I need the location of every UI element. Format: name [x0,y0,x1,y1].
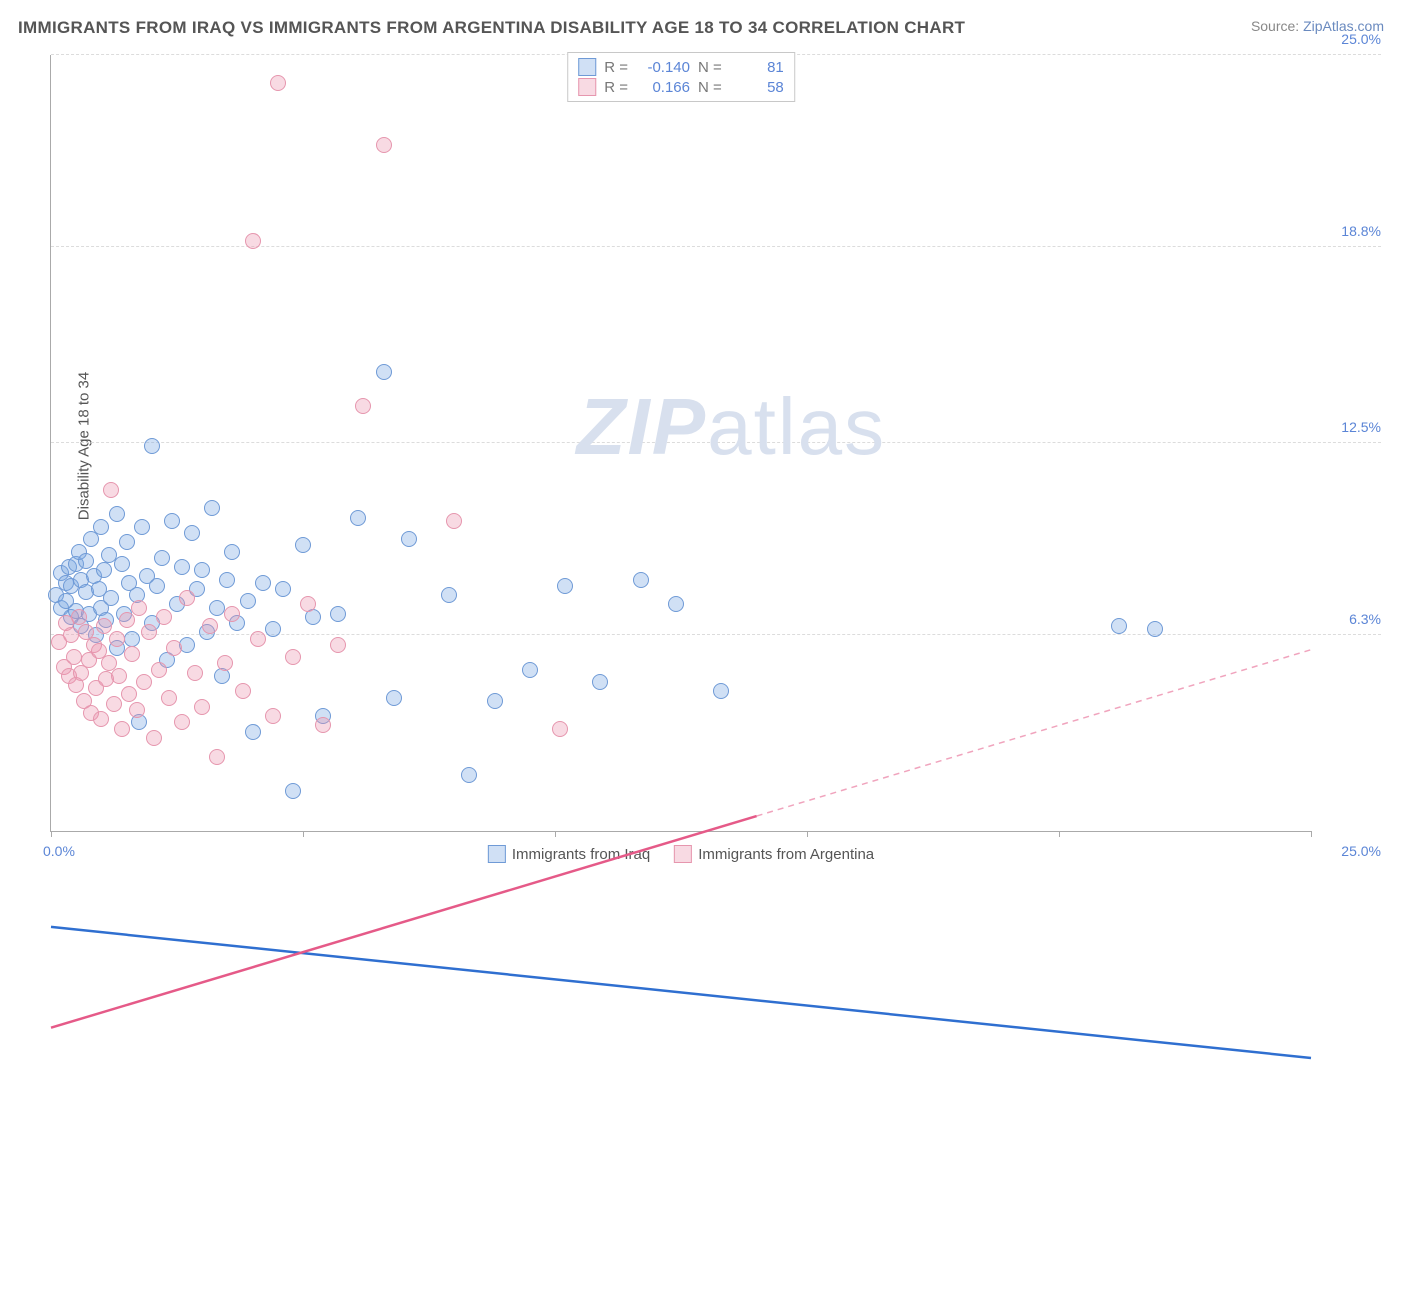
trendline-extrapolated-argentina [757,650,1311,816]
y-tick-label: 12.5% [1321,419,1381,435]
source-label: Source: [1251,18,1299,34]
n-value-iraq: 81 [730,59,784,76]
n-label: N = [698,79,722,96]
r-label: R = [604,79,628,96]
r-value-iraq: -0.140 [636,59,690,76]
n-label: N = [698,59,722,76]
trendline-iraq [51,927,1311,1058]
chart-container: IMMIGRANTS FROM IRAQ VS IMMIGRANTS FROM … [0,0,1406,892]
y-tick-label: 6.3% [1321,611,1381,627]
trend-lines [51,55,1311,1315]
legend-stats-row-argentina: R = 0.166 N = 58 [578,77,784,97]
n-value-argentina: 58 [730,79,784,96]
chart-title: IMMIGRANTS FROM IRAQ VS IMMIGRANTS FROM … [18,18,965,38]
trendline-argentina [51,816,757,1028]
r-label: R = [604,59,628,76]
swatch-argentina [578,78,596,96]
legend-stats: R = -0.140 N = 81 R = 0.166 N = 58 [567,52,795,102]
y-tick-label: 18.8% [1321,223,1381,239]
plot-area: ZIPatlas R = -0.140 N = 81 R = 0.166 N =… [50,55,1311,832]
y-tick-label: 25.0% [1321,31,1381,47]
r-value-argentina: 0.166 [636,79,690,96]
swatch-iraq [578,58,596,76]
legend-stats-row-iraq: R = -0.140 N = 81 [578,57,784,77]
x-tick [1311,831,1312,837]
x-axis-label-max: 25.0% [1341,843,1381,859]
